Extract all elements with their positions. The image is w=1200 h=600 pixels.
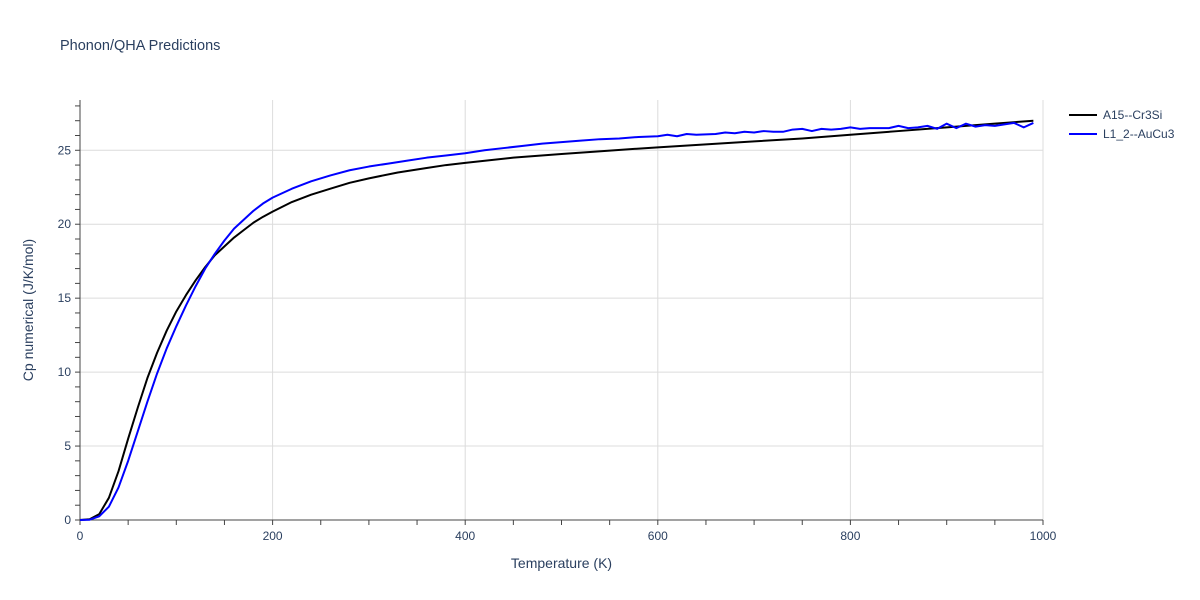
y-tick-label: 10: [58, 365, 72, 379]
y-tick-label: 25: [58, 143, 72, 157]
x-tick-label: 600: [648, 529, 668, 543]
series-line-1: [79, 121, 1034, 521]
x-tick-label: 400: [455, 529, 475, 543]
y-tick-label: 15: [58, 291, 72, 305]
chart-title: Phonon/QHA Predictions: [60, 38, 220, 54]
legend: A15--Cr3Si L1_2--AuCu3: [1069, 108, 1175, 141]
plot-area: [79, 119, 1034, 521]
x-tick-label: 200: [263, 529, 283, 543]
x-axis-title: Temperature (K): [511, 555, 612, 571]
legend-item[interactable]: L1_2--AuCu3: [1069, 127, 1175, 141]
x-tick-label: 800: [840, 529, 860, 543]
legend-label: A15--Cr3Si: [1103, 108, 1162, 122]
y-tick-label: 20: [58, 217, 72, 231]
y-tick-label: 0: [64, 513, 71, 527]
grid: [80, 100, 1044, 520]
legend-label: L1_2--AuCu3: [1103, 127, 1175, 141]
x-tick-label: 1000: [1030, 529, 1057, 543]
x-tick-label: 0: [77, 529, 84, 543]
series-line-0: [79, 119, 1034, 521]
axes: 0 200 400 600 800 1000 0 5 10 15 20 25: [58, 100, 1057, 543]
y-axis-title: Cp numerical (J/K/mol): [20, 239, 36, 381]
y-tick-label: 5: [64, 439, 71, 453]
legend-item[interactable]: A15--Cr3Si: [1069, 108, 1162, 122]
